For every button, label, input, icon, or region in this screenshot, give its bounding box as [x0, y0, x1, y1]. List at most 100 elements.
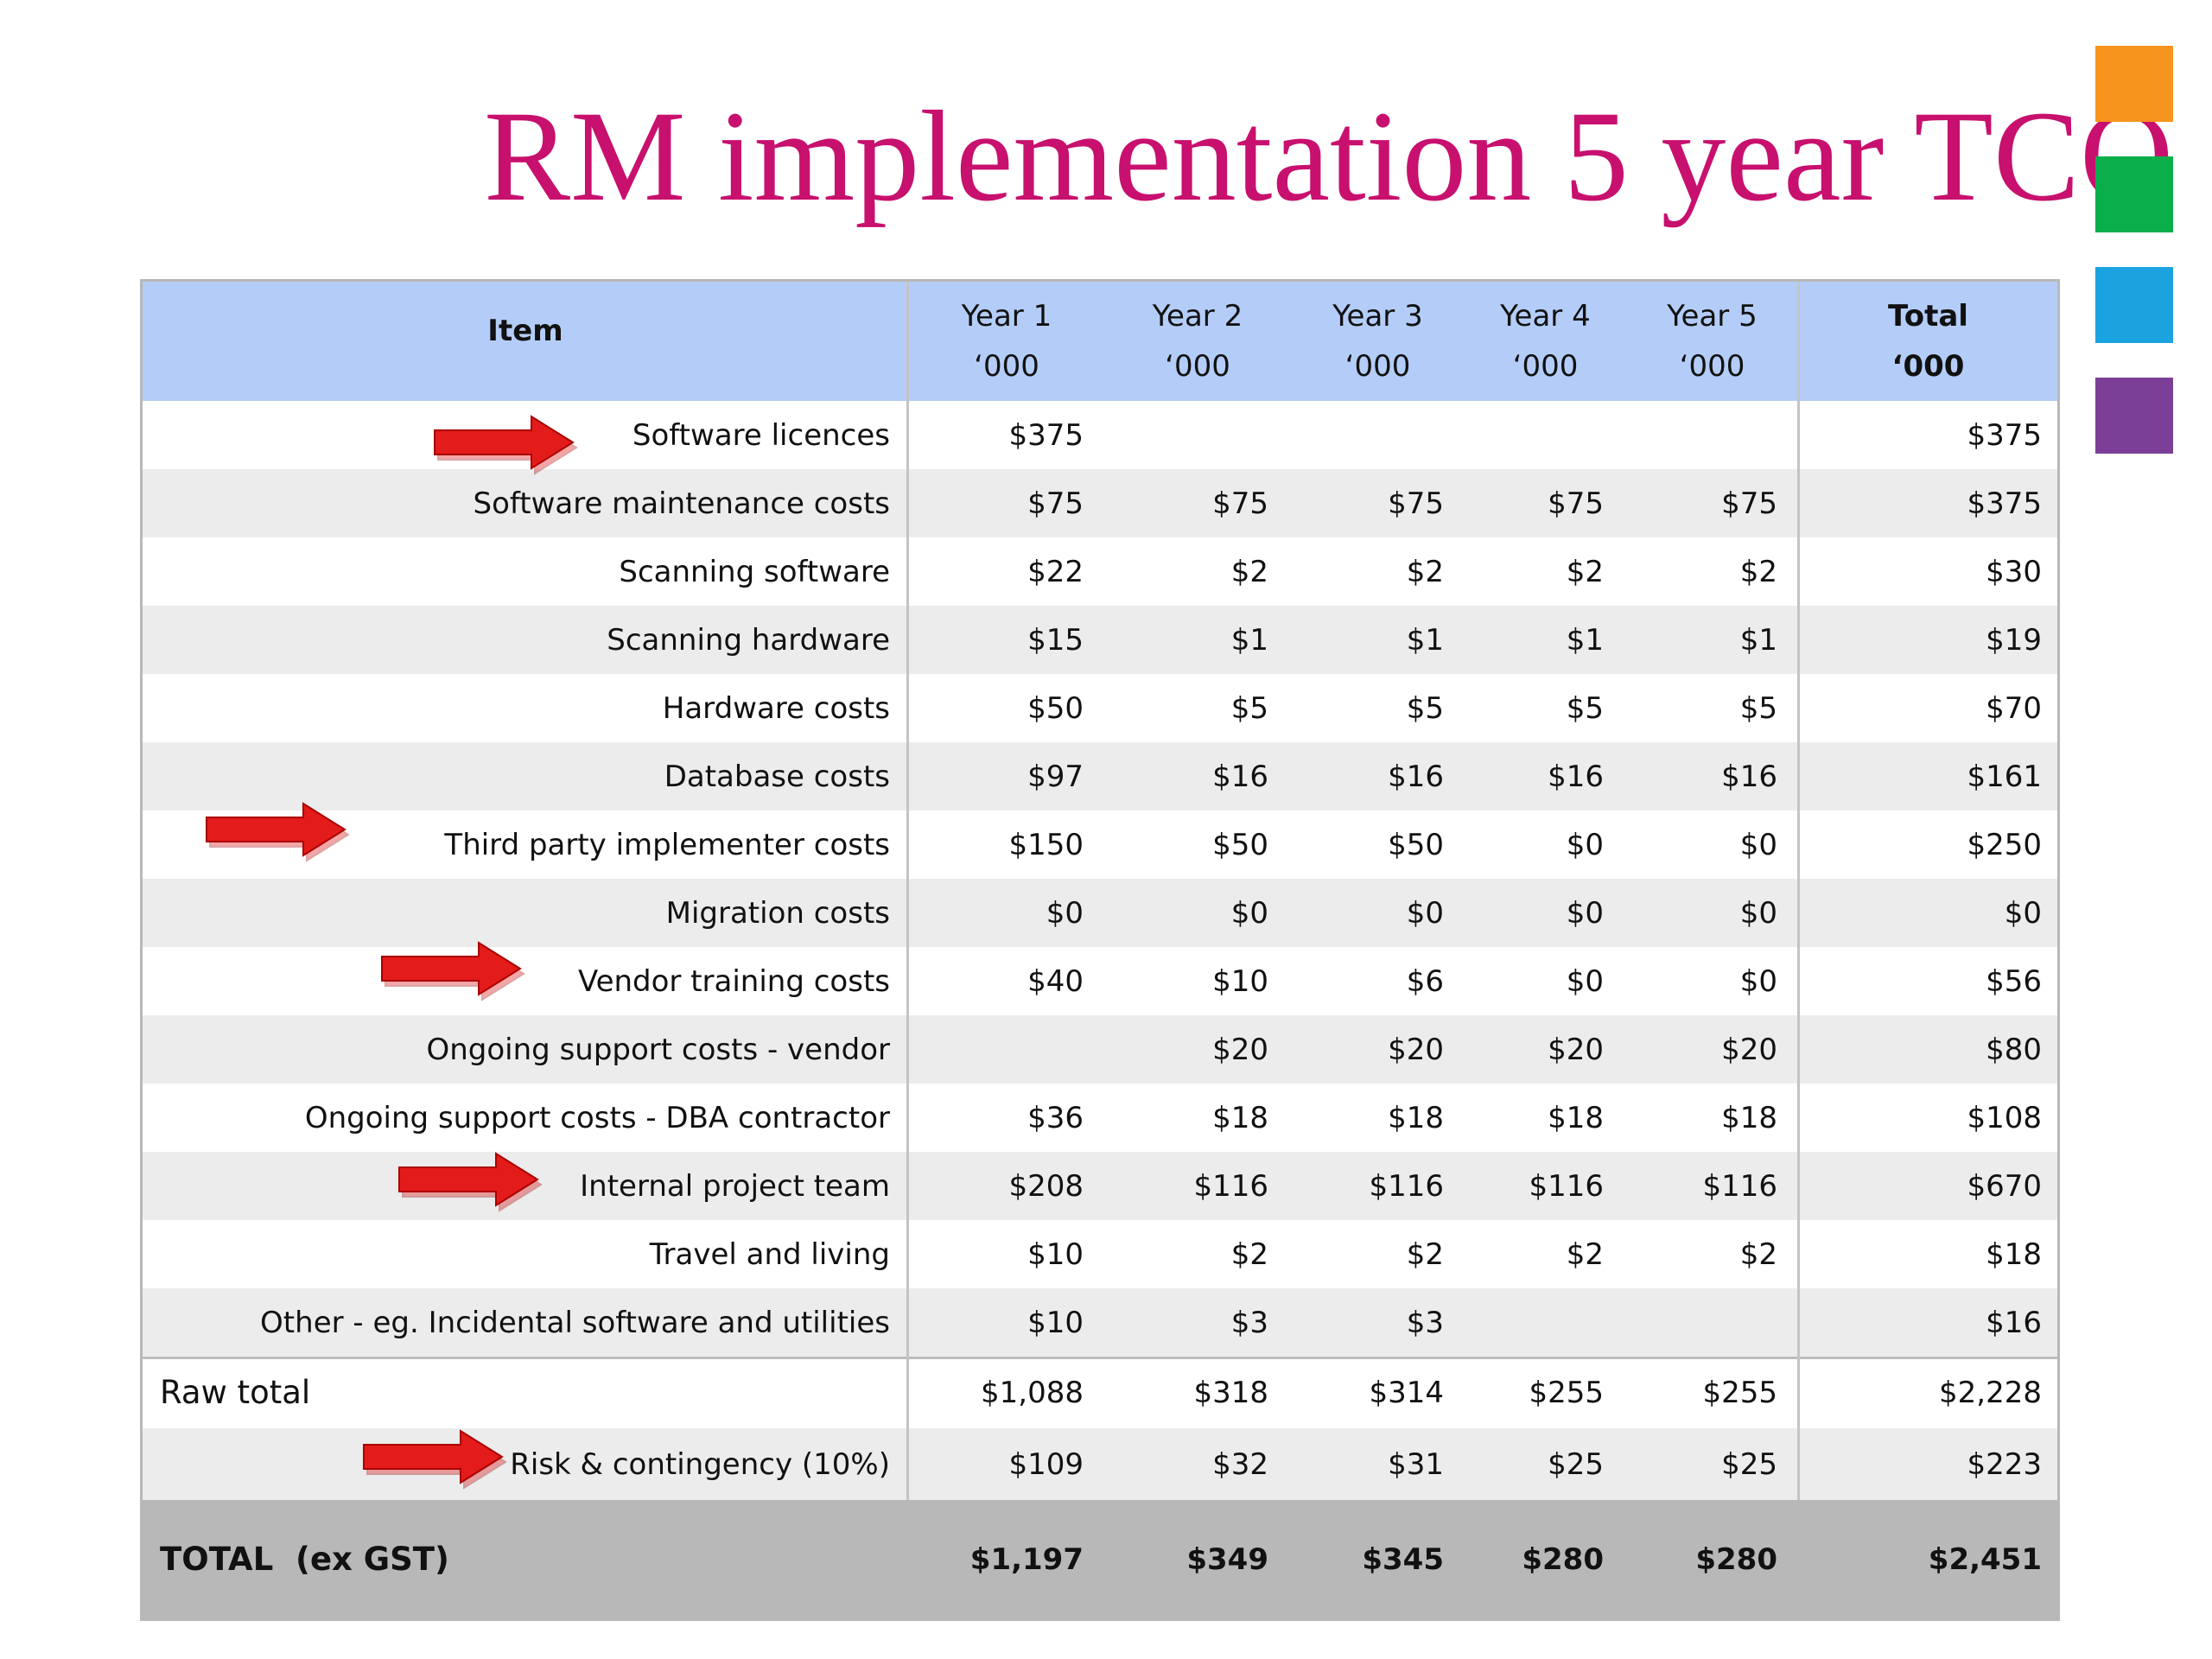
value-cell: $31: [1388, 1446, 1444, 1482]
value-cell: $2: [1739, 554, 1777, 589]
value-cell: $255: [1529, 1375, 1604, 1410]
item-cell: Vendor training costs: [577, 963, 890, 999]
value-cell: $3: [1230, 1305, 1268, 1340]
item-cell: Travel and living: [649, 1236, 890, 1272]
value-cell: $280: [1695, 1541, 1777, 1577]
header-label: Year 1: [961, 299, 1052, 334]
value-cell: $3: [1406, 1305, 1444, 1340]
value-cell: $2,228: [1939, 1375, 2042, 1410]
value-cell: $10: [1027, 1236, 1084, 1272]
rule: [906, 282, 909, 1500]
value-cell: $280: [1522, 1541, 1604, 1577]
row-bg: [143, 1220, 2057, 1288]
value-cell: $670: [1967, 1168, 2042, 1204]
value-cell: $2: [1566, 1236, 1604, 1272]
value-cell: $20: [1388, 1032, 1444, 1067]
header-label: Year 5: [1667, 299, 1758, 334]
value-cell: $255: [1702, 1375, 1777, 1410]
value-cell: $75: [1388, 486, 1444, 521]
header-label: Year 3: [1332, 299, 1423, 334]
value-cell: $375: [1008, 417, 1084, 453]
item-cell: TOTAL (ex GST): [160, 1541, 449, 1578]
item-cell: Migration costs: [665, 895, 890, 931]
header-label: Item: [487, 314, 563, 348]
value-cell: $18: [1548, 1100, 1604, 1135]
value-cell: $0: [1739, 895, 1777, 931]
row-bg: [143, 606, 2057, 674]
value-cell: $56: [1986, 963, 2042, 999]
value-cell: $0: [1739, 827, 1777, 862]
item-cell: Internal project team: [580, 1168, 890, 1204]
value-cell: $223: [1967, 1446, 2042, 1482]
decor-square: [2095, 46, 2173, 122]
value-cell: $1: [1406, 622, 1444, 658]
value-cell: $19: [1986, 622, 2042, 658]
header-unit: ‘000: [974, 349, 1039, 384]
value-cell: $50: [1212, 827, 1268, 862]
header-unit: ‘000: [1679, 349, 1745, 384]
value-cell: $2: [1406, 1236, 1444, 1272]
decor-square: [2095, 267, 2173, 343]
decor-square: [2095, 378, 2173, 454]
value-cell: $36: [1027, 1100, 1084, 1135]
value-cell: $0: [2004, 895, 2042, 931]
row-bg: [143, 742, 2057, 810]
item-cell: Software maintenance costs: [473, 486, 891, 521]
value-cell: $16: [1212, 759, 1268, 794]
value-cell: $5: [1230, 690, 1268, 726]
header-cell: Total ‘000: [1799, 282, 2057, 401]
value-cell: $75: [1548, 486, 1604, 521]
rule: [143, 1357, 2057, 1359]
value-cell: $16: [1388, 759, 1444, 794]
value-cell: $0: [1230, 895, 1268, 931]
value-cell: $250: [1967, 827, 2042, 862]
header-unit: ‘000: [1891, 349, 1965, 384]
header-cell: Item: [143, 282, 908, 401]
value-cell: $0: [1566, 827, 1604, 862]
value-cell: $5: [1566, 690, 1604, 726]
value-cell: $18: [1212, 1100, 1268, 1135]
value-cell: $318: [1193, 1375, 1268, 1410]
value-cell: $25: [1721, 1446, 1777, 1482]
value-cell: $2: [1230, 554, 1268, 589]
row-bg: [143, 1357, 2057, 1428]
value-cell: $0: [1566, 963, 1604, 999]
value-cell: $109: [1008, 1446, 1084, 1482]
header-bg: [143, 282, 2057, 401]
row-bg: [143, 1084, 2057, 1152]
value-cell: $116: [1529, 1168, 1604, 1204]
value-cell: $2: [1406, 554, 1444, 589]
value-cell: $6: [1406, 963, 1444, 999]
item-cell: Scanning hardware: [607, 622, 890, 658]
value-cell: $18: [1388, 1100, 1444, 1135]
value-cell: $108: [1967, 1100, 2042, 1135]
value-cell: $345: [1362, 1541, 1444, 1577]
item-cell: Ongoing support costs - DBA contractor: [304, 1100, 890, 1135]
row-bg: [143, 810, 2057, 879]
header-unit: ‘000: [1344, 349, 1411, 384]
value-cell: $116: [1369, 1168, 1444, 1204]
value-cell: $1,197: [969, 1541, 1084, 1577]
item-cell: Other - eg. Incidental software and util…: [260, 1305, 890, 1340]
value-cell: $50: [1027, 690, 1084, 726]
value-cell: $20: [1721, 1032, 1777, 1067]
value-cell: $5: [1406, 690, 1444, 726]
header-cell: Year 5 ‘000: [1625, 282, 1799, 401]
value-cell: $1: [1566, 622, 1604, 658]
value-cell: $0: [1566, 895, 1604, 931]
item-cell: Database costs: [664, 759, 890, 794]
value-cell: $116: [1193, 1168, 1268, 1204]
value-cell: $2: [1230, 1236, 1268, 1272]
header-label: Total: [1888, 299, 1968, 334]
value-cell: $5: [1739, 690, 1777, 726]
value-cell: $40: [1027, 963, 1084, 999]
item-cell: Third party implementer costs: [444, 827, 890, 862]
tco-table: Item Year 1 ‘000 Year 2 ‘000 Year 3 ‘000 Year 4…: [140, 279, 2060, 1621]
value-cell: $0: [1739, 963, 1777, 999]
value-cell: $22: [1027, 554, 1084, 589]
value-cell: $50: [1388, 827, 1444, 862]
row-bg: [143, 1500, 2057, 1618]
header-cell: Year 4 ‘000: [1465, 282, 1625, 401]
item-cell: Risk & contingency (10%): [510, 1446, 890, 1482]
